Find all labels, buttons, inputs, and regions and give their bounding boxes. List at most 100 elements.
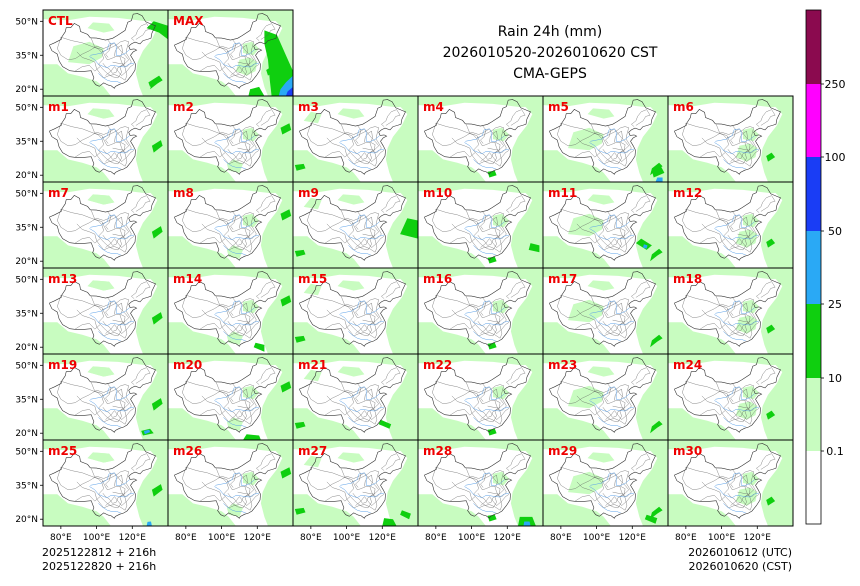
panel-m10: m10 — [417, 181, 544, 269]
rain-field — [43, 268, 168, 354]
panel-label: m4 — [423, 100, 444, 114]
panel-map — [543, 268, 668, 354]
lat-tick-label: 35°N — [15, 309, 38, 319]
panel-map — [43, 440, 168, 526]
rain-field — [668, 96, 793, 182]
rain-field — [543, 96, 668, 182]
panel-label: m9 — [298, 186, 319, 200]
panel-map — [43, 354, 168, 440]
colorbar-segment — [806, 304, 821, 378]
rain-field — [293, 182, 418, 268]
boundaries — [424, 185, 531, 261]
panel-map — [293, 354, 418, 440]
rain-field — [293, 440, 418, 526]
panel-map — [543, 182, 668, 268]
panel-map — [168, 96, 293, 182]
rain-field — [668, 440, 793, 526]
lat-tick-label: 20°N — [15, 85, 38, 95]
valid-time-cst: 2026010620 (CST) — [688, 560, 792, 573]
boundaries — [174, 443, 281, 519]
colorbar-segment — [806, 157, 821, 231]
lat-tick-label: 50°N — [15, 17, 38, 27]
lon-tick-label: 80°E — [675, 533, 697, 543]
rain-field — [43, 440, 168, 526]
rain-field — [543, 182, 668, 268]
panel-m21: m21 — [292, 353, 419, 441]
init-time-cst: 2025122820 + 216h — [42, 560, 157, 573]
lat-tick-label: 35°N — [15, 223, 38, 233]
panel-map — [668, 268, 793, 354]
colorbar: 0.1 10 25 50 100 250 — [805, 9, 846, 525]
panel-m9: m9 — [292, 181, 419, 269]
lat-tick-label: 50°N — [15, 275, 38, 285]
panel-map — [668, 440, 793, 526]
lon-tick-label: 80°E — [175, 533, 197, 543]
panel-map — [418, 182, 543, 268]
boundaries — [299, 443, 406, 519]
panel-label: m21 — [298, 358, 327, 372]
panel-label: CTL — [48, 14, 73, 28]
panel-m26: m26 — [167, 439, 294, 527]
lon-tick-label: 80°E — [50, 533, 72, 543]
panel-label: m28 — [423, 444, 452, 458]
panel-m25: m25 — [42, 439, 169, 527]
colorbar-level-label: 10 — [828, 372, 842, 385]
panel-m20: m20 — [167, 353, 294, 441]
rain-field — [293, 96, 418, 182]
colorbar-level-label: 0.1 — [826, 445, 844, 458]
boundaries — [549, 185, 656, 261]
lat-tick-label: 50°N — [15, 189, 38, 199]
rain-field — [168, 10, 293, 96]
lon-tick-label: 120°E — [244, 533, 272, 543]
rain-field — [43, 96, 168, 182]
panel-m11: m11 — [542, 181, 669, 269]
panel-map — [168, 182, 293, 268]
panel-max: MAX — [167, 9, 294, 97]
lon-tick-label: 100°E — [333, 533, 361, 543]
colorbar-level-label: 250 — [825, 78, 846, 91]
lat-tick-label: 35°N — [15, 481, 38, 491]
lat-tick-label: 50°N — [15, 361, 38, 371]
panel-label: m17 — [548, 272, 577, 286]
panel-label: m26 — [173, 444, 202, 458]
panel-label: m6 — [673, 100, 694, 114]
lat-tick-label: 35°N — [15, 51, 38, 61]
panel-map — [168, 10, 293, 96]
panel-m12: m12 — [667, 181, 794, 269]
boundaries — [674, 443, 781, 519]
lon-tick-label: 100°E — [583, 533, 611, 543]
colorbar-segment — [806, 84, 821, 157]
boundaries — [49, 271, 156, 347]
lat-tick-label: 50°N — [15, 103, 38, 113]
panel-m7: m7 — [42, 181, 169, 269]
boundaries — [174, 99, 281, 175]
boundaries — [299, 99, 406, 175]
panel-label: m18 — [673, 272, 702, 286]
rain-field — [168, 182, 293, 268]
boundaries — [174, 13, 281, 89]
lon-tick-label: 120°E — [369, 533, 397, 543]
boundaries — [674, 357, 781, 433]
panel-label: m14 — [173, 272, 202, 286]
colorbar-segment — [806, 231, 821, 304]
lon-tick-label: 80°E — [300, 533, 322, 543]
lat-tick-label: 20°N — [15, 171, 38, 181]
init-time-utc: 2025122812 + 216h — [42, 546, 157, 559]
rain-field — [293, 268, 418, 354]
panel-frame — [667, 439, 794, 527]
panel-map — [43, 10, 168, 96]
panel-m16: m16 — [417, 267, 544, 355]
boundaries — [299, 271, 406, 347]
panel-map — [543, 440, 668, 526]
panel-map — [168, 268, 293, 354]
lat-tick-label: 35°N — [15, 395, 38, 405]
panel-map — [418, 96, 543, 182]
panel-label: m15 — [298, 272, 327, 286]
panel-map — [43, 96, 168, 182]
lat-tick-label: 20°N — [15, 257, 38, 267]
boundaries — [674, 271, 781, 347]
panel-m28: m28 — [417, 439, 544, 527]
rain-field — [668, 354, 793, 440]
title-block: Rain 24h (mm) 2026010520-2026010620 CST … — [300, 22, 800, 85]
boundaries — [549, 443, 656, 519]
